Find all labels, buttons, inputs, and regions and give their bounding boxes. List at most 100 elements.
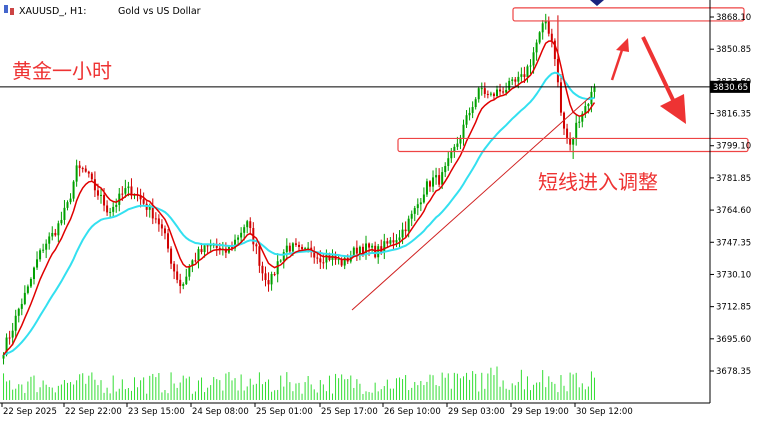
candle-body (432, 177, 435, 187)
candle-body (386, 241, 389, 244)
candle-body (566, 128, 569, 139)
candle-body (486, 93, 489, 95)
candle-body (358, 246, 361, 254)
candle-body (285, 245, 288, 253)
candle-body (355, 247, 358, 254)
candle-body (66, 202, 69, 208)
candle-body (535, 42, 538, 53)
candle-body (298, 244, 300, 247)
candle-body (258, 246, 261, 266)
candle-body (240, 232, 243, 238)
projection-arrows (610, 36, 686, 124)
chart-icon (4, 5, 8, 13)
candle-body (304, 248, 307, 250)
candle-body (163, 228, 166, 234)
candle-body (234, 239, 237, 249)
candle-body (170, 248, 173, 264)
candle-body (270, 274, 273, 285)
candle-body (209, 244, 212, 247)
candle-body (425, 181, 428, 195)
price-tick-label: 3868.10 (716, 13, 751, 23)
volume-bars (3, 366, 595, 400)
candle-body (237, 237, 240, 240)
candle-body (87, 171, 90, 174)
price-tick-label: 3816.35 (716, 110, 751, 120)
trendline[interactable] (351, 96, 591, 311)
candle-body (142, 199, 145, 204)
candle-body (538, 32, 541, 43)
candle-body (185, 276, 188, 285)
resistance-zone[interactable] (512, 7, 745, 22)
time-tick-label: 30 Sep 12:00 (576, 407, 633, 417)
candle-body (368, 243, 371, 248)
candle-body (505, 89, 508, 93)
candle-body (69, 198, 72, 203)
candle-body (468, 112, 471, 116)
candle-body (428, 181, 431, 187)
candle-body (29, 278, 32, 287)
candle-body (51, 232, 54, 237)
candle-body (84, 168, 87, 172)
candle-body (444, 166, 447, 173)
candle-body (416, 204, 419, 209)
time-tick-label: 24 Sep 08:00 (192, 407, 249, 417)
candle-body (404, 229, 407, 232)
candle-body (112, 206, 115, 212)
candle-body (550, 33, 553, 41)
support-zone[interactable] (397, 137, 749, 153)
candle-body (453, 146, 456, 152)
candle-body (26, 286, 29, 293)
candle-body (502, 91, 505, 93)
price-tick-label: 3678.35 (716, 367, 751, 377)
candle-body (587, 104, 590, 107)
candle-body (39, 250, 42, 260)
time-axis[interactable]: 22 Sep 2025 22 Sep 22:00 23 Sep 15:00 24 Se… (1, 403, 633, 417)
candle-body (584, 106, 587, 114)
price-tick-label: 3747.35 (716, 238, 751, 248)
candle-body (294, 243, 297, 245)
candle-body (215, 244, 218, 248)
price-tick-label: 3781.85 (716, 174, 751, 184)
moving-average-slow (3, 71, 595, 356)
candle-body (559, 82, 562, 113)
candle-body (465, 115, 468, 125)
candle-body (544, 21, 547, 24)
candle-body (340, 259, 343, 266)
candle-body (541, 23, 544, 33)
candle-body (520, 74, 523, 77)
top-marker-icon (590, 0, 604, 6)
price-axis[interactable]: 3868.103850.853833.603816.353799.103781.… (710, 13, 751, 377)
candle-body (337, 259, 340, 261)
candle-body (130, 186, 133, 196)
candle-body (288, 245, 291, 252)
candle-body (17, 308, 20, 316)
candle-body (581, 113, 584, 122)
annotation-correction: 短线进入调整 (538, 170, 658, 194)
candle-body (188, 265, 191, 277)
candle-body (499, 89, 502, 92)
time-tick-label: 22 Sep 22:00 (65, 407, 122, 417)
candle-body (459, 137, 462, 144)
candle-body (96, 190, 99, 196)
candle-body (529, 65, 532, 67)
candle-body (492, 93, 495, 96)
candle-body (191, 260, 194, 266)
time-tick-label: 25 Sep 01:00 (256, 407, 313, 417)
candle-body (371, 245, 374, 248)
candle-body (380, 246, 383, 253)
candle-body (48, 236, 51, 244)
candle-body (313, 251, 316, 258)
candle-body (383, 241, 386, 253)
candle-body (276, 261, 279, 275)
candle-body (63, 207, 66, 220)
price-tick-label: 3764.60 (716, 206, 751, 216)
candle-body (57, 223, 60, 236)
candle-body (511, 79, 514, 81)
candle-body (124, 188, 127, 194)
candle-body (273, 274, 276, 276)
candle-body (553, 40, 556, 60)
candle-body (11, 330, 14, 338)
candle-body (441, 172, 444, 185)
